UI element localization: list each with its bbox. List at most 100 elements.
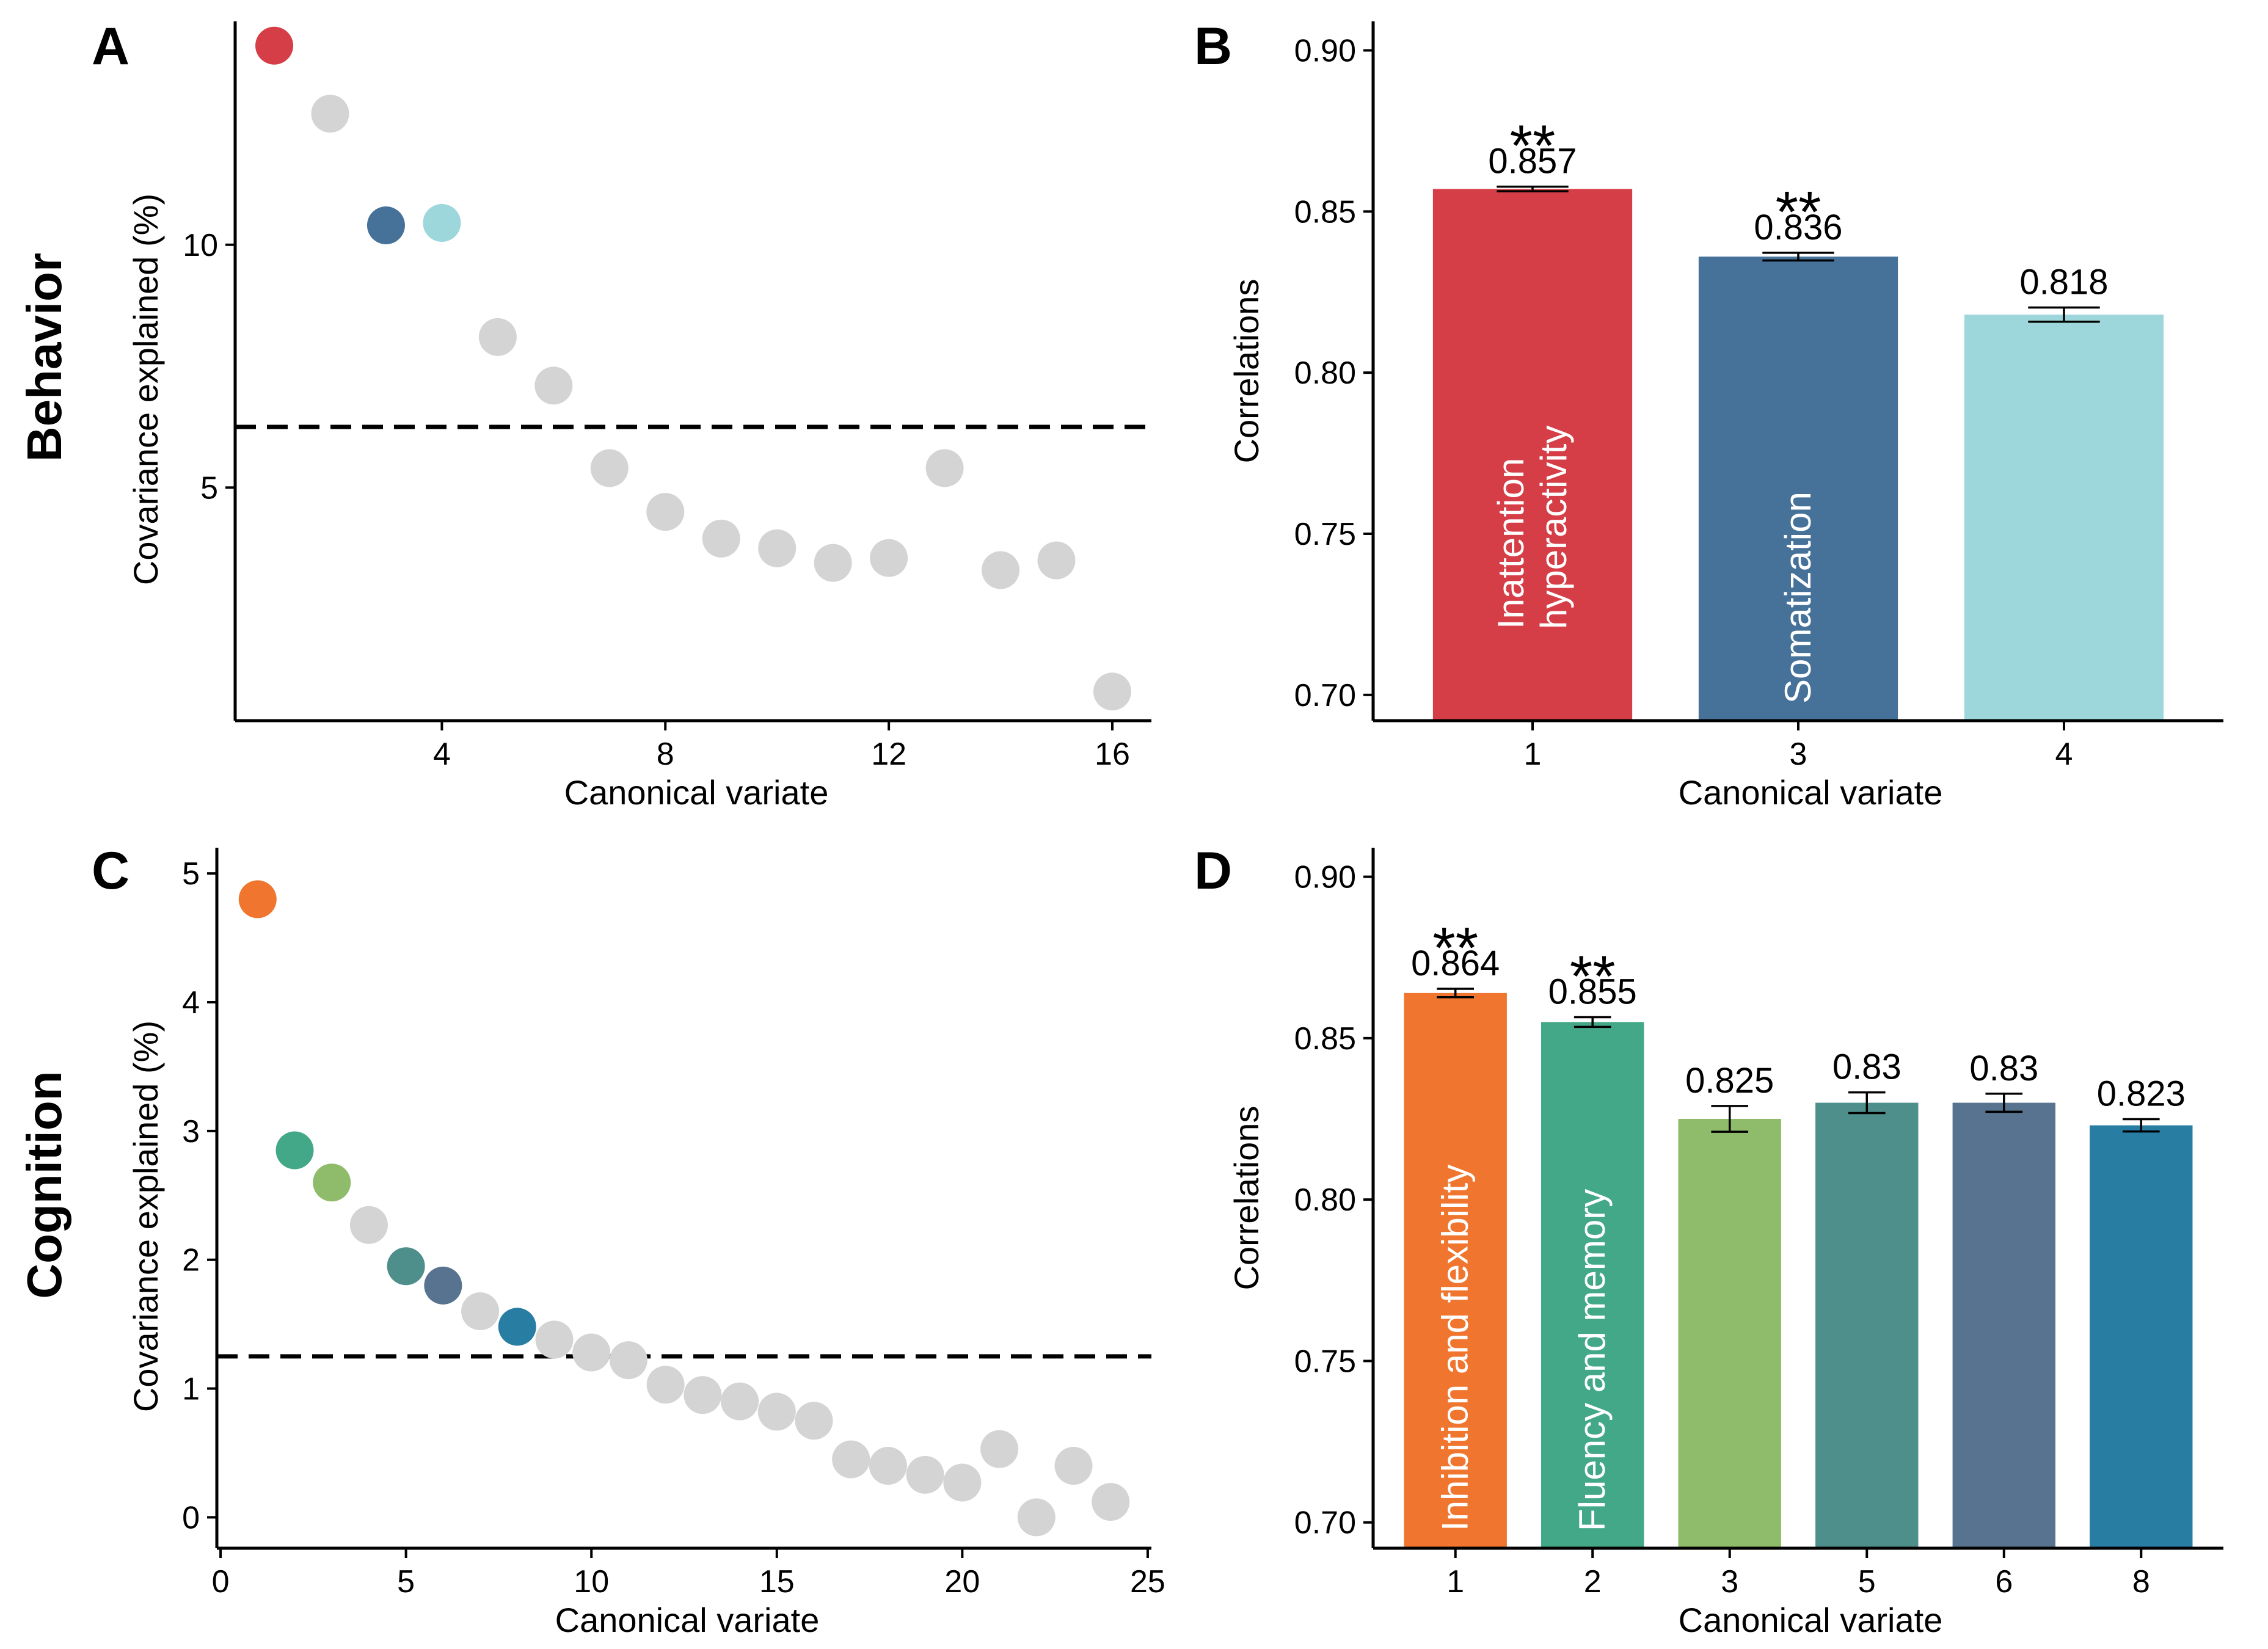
y-tick-label: 0.80 — [1294, 355, 1356, 391]
bar — [1541, 1022, 1644, 1548]
x-tick-label: 10 — [574, 1564, 609, 1600]
data-point — [313, 1163, 351, 1202]
data-point — [238, 880, 277, 919]
bar-annotation: hyperactivity — [1533, 426, 1574, 629]
y-tick-label: 0.75 — [1294, 1344, 1356, 1379]
significance-label: ** — [1570, 944, 1616, 1010]
y-tick-label: 3 — [182, 1114, 200, 1149]
data-point — [943, 1463, 982, 1502]
data-point — [461, 1292, 500, 1331]
data-point — [814, 544, 852, 582]
value-label: 0.855 — [1548, 972, 1637, 1012]
data-point — [311, 95, 349, 133]
y-tick-label: 0.90 — [1294, 860, 1356, 895]
value-label: 0.83 — [1832, 1047, 1902, 1087]
data-point — [646, 493, 685, 531]
data-point — [1093, 672, 1131, 711]
x-axis-title: Canonical variate — [564, 773, 829, 812]
x-tick-label: 20 — [944, 1564, 980, 1600]
x-tick-label: 3 — [1721, 1564, 1738, 1600]
bar — [1678, 1119, 1781, 1548]
value-label: 0.836 — [1754, 208, 1842, 247]
y-tick-label: 0.70 — [1294, 678, 1356, 713]
y-tick-label: 5 — [182, 856, 200, 892]
data-point — [1092, 1483, 1130, 1521]
value-label: 0.818 — [2019, 263, 2108, 302]
y-tick-label: 0.90 — [1294, 33, 1356, 68]
data-point — [498, 1308, 536, 1346]
bar — [1815, 1102, 1919, 1548]
data-point — [572, 1333, 611, 1372]
y-tick-label: 10 — [183, 228, 218, 263]
y-tick-label: 0 — [182, 1500, 200, 1535]
data-point — [702, 519, 740, 558]
x-tick-label: 25 — [1130, 1564, 1165, 1600]
value-label: 0.83 — [1969, 1049, 2038, 1088]
y-axis-title: Correlations — [1227, 279, 1266, 464]
y-tick-label: 0.75 — [1294, 517, 1356, 552]
x-axis-title: Canonical variate — [1679, 1601, 1943, 1639]
data-point — [832, 1440, 870, 1479]
x-tick-label: 12 — [871, 737, 906, 772]
y-tick-label: 2 — [182, 1243, 200, 1278]
data-point — [535, 1320, 574, 1359]
panel-label: C — [92, 842, 129, 900]
data-point — [590, 449, 629, 487]
bar-annotation: Inattention — [1490, 458, 1531, 629]
value-label: 0.857 — [1488, 142, 1577, 181]
data-point — [906, 1455, 944, 1494]
y-tick-label: 4 — [182, 985, 200, 1021]
data-point — [349, 1206, 388, 1244]
data-point — [255, 26, 294, 65]
data-point — [366, 206, 405, 244]
bar-annotation: Somatization — [1778, 492, 1818, 704]
y-tick-label: 0.85 — [1294, 194, 1356, 230]
x-tick-label: 3 — [1790, 737, 1807, 772]
bar — [2090, 1125, 2193, 1548]
value-label: 0.864 — [1411, 944, 1500, 983]
significance-label: ** — [1776, 180, 1821, 245]
x-tick-label: 8 — [2132, 1564, 2150, 1600]
value-label: 0.823 — [2097, 1074, 2186, 1114]
panel-label: B — [1194, 17, 1232, 76]
x-tick-label: 5 — [397, 1564, 415, 1600]
y-tick-label: 0.70 — [1294, 1505, 1356, 1541]
y-tick-label: 1 — [182, 1372, 200, 1407]
panel-label: D — [1194, 842, 1232, 900]
value-label: 0.825 — [1685, 1061, 1774, 1101]
data-point — [646, 1366, 685, 1404]
panel-d: D0.700.750.800.850.900.864**Inhibition a… — [1194, 842, 2223, 1639]
x-tick-label: 16 — [1095, 737, 1130, 772]
data-point — [387, 1247, 425, 1286]
data-point — [795, 1402, 833, 1440]
x-tick-label: 6 — [1995, 1564, 2013, 1600]
row-label-behavior: Behavior — [17, 253, 71, 462]
data-point — [757, 1392, 796, 1431]
data-point — [925, 449, 964, 487]
data-point — [684, 1376, 722, 1414]
panel-a: A 5 10 4 8 12 16 Canonical variate Covariance ex… — [92, 17, 1151, 812]
data-point — [1017, 1498, 1056, 1537]
y-axis-title: Covariance explained (%) — [126, 1021, 165, 1412]
y-axis-title: Correlations — [1227, 1106, 1266, 1290]
y-tick-label: 0.85 — [1294, 1021, 1356, 1057]
panel-label: A — [92, 17, 129, 76]
y-tick-label: 5 — [200, 470, 218, 506]
data-point — [424, 1266, 462, 1305]
bar — [1952, 1102, 2055, 1548]
data-point — [275, 1131, 314, 1170]
data-point — [869, 1447, 907, 1485]
data-point — [609, 1341, 647, 1380]
data-point — [534, 366, 573, 405]
significance-label: ** — [1432, 916, 1478, 981]
y-axis-title: Covariance explained (%) — [126, 194, 165, 585]
data-point — [721, 1382, 759, 1421]
data-point — [982, 551, 1020, 589]
significance-label: ** — [1510, 114, 1556, 179]
data-point — [870, 539, 908, 577]
x-tick-label: 1 — [1524, 737, 1542, 772]
bar — [1404, 992, 1507, 1548]
data-point — [980, 1430, 1019, 1468]
bar-annotation: Inhibition and flexibility — [1435, 1165, 1476, 1531]
